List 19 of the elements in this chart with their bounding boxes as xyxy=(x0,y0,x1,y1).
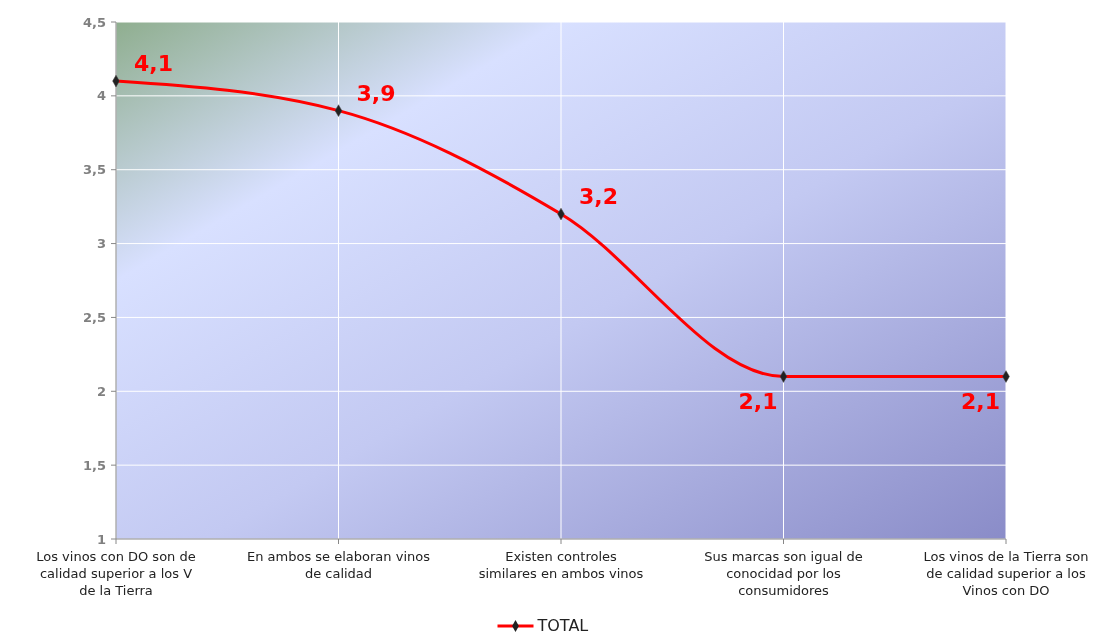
x-tick-label: Los vinos de la Tierra son de calidad superior a los Vinos con DO xyxy=(923,549,1089,598)
y-tick-label: 4 xyxy=(96,88,106,104)
y-tick-label: 2,5 xyxy=(82,309,106,325)
y-tick-label: 3 xyxy=(96,236,106,252)
data-label: 2,1 xyxy=(961,388,1000,414)
legend-label: TOTAL xyxy=(536,616,589,635)
y-tick-label: 1,5 xyxy=(82,457,106,473)
data-label: 3,9 xyxy=(356,80,396,106)
x-tick-label: Sus marcas son igual de conocidad por los consumidores xyxy=(704,549,863,598)
data-label: 2,1 xyxy=(738,388,778,414)
x-tick-label: Existen controles similares en ambos vinos xyxy=(478,549,644,581)
x-tick-label: Los vinos con DO son de calidad superior a los V de la Tierra xyxy=(36,549,196,598)
y-tick-label: 1 xyxy=(96,531,106,547)
data-label: 4,1 xyxy=(134,51,173,77)
x-tick-label: En ambos se elaboran vinos de calidad xyxy=(247,549,431,581)
data-label: 3,2 xyxy=(579,184,618,210)
y-tick-label: 3,5 xyxy=(82,162,106,178)
y-tick-label: 4,5 xyxy=(82,14,106,30)
y-tick-label: 2 xyxy=(96,383,106,399)
